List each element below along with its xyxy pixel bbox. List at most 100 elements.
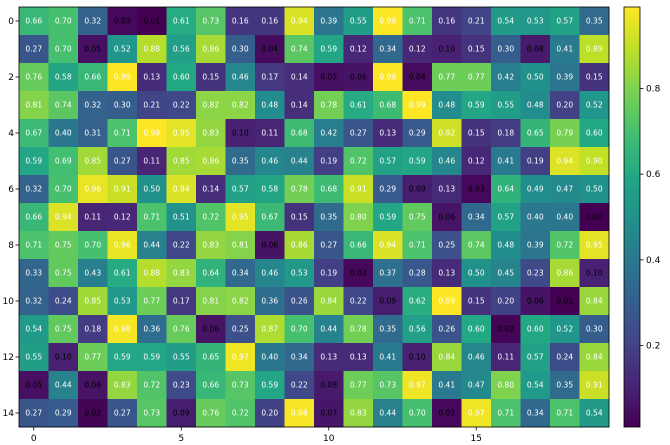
cell-value-label: 0.77 bbox=[143, 297, 160, 306]
cell-value-label: 0.15 bbox=[468, 297, 485, 306]
heatmap-cell bbox=[491, 399, 521, 428]
cell-value-label: 0.16 bbox=[261, 17, 278, 26]
cell-value-label: 0.06 bbox=[261, 241, 278, 250]
heatmap-cell bbox=[255, 63, 285, 92]
heatmap-cell bbox=[579, 231, 610, 260]
cell-value-label: 0.23 bbox=[527, 269, 544, 278]
cell-value-label: 0.13 bbox=[350, 353, 367, 362]
cell-value-label: 0.20 bbox=[497, 297, 514, 306]
heatmap-cell bbox=[461, 259, 492, 288]
heatmap-cell bbox=[373, 399, 403, 428]
cell-value-label: 0.92 bbox=[438, 129, 455, 138]
cell-value-label: 0.04 bbox=[409, 73, 426, 82]
cell-value-label: 0.09 bbox=[379, 297, 396, 306]
heatmap-cell bbox=[284, 35, 315, 64]
cell-value-label: 0.75 bbox=[55, 325, 72, 334]
heatmap-cell bbox=[520, 287, 551, 316]
cell-value-label: 0.53 bbox=[114, 297, 131, 306]
cell-value-label: 0.26 bbox=[438, 325, 455, 334]
cell-value-label: 0.85 bbox=[173, 157, 190, 166]
heatmap-cell bbox=[491, 203, 521, 232]
cell-value-label: 0.97 bbox=[468, 409, 485, 418]
cell-value-label: 0.08 bbox=[320, 381, 337, 390]
heatmap-cell bbox=[373, 203, 403, 232]
heatmap-cell bbox=[225, 287, 256, 316]
heatmap-cell bbox=[343, 147, 374, 176]
heatmap-cell bbox=[107, 371, 138, 400]
y-tick-label: 12 bbox=[3, 353, 14, 363]
cell-value-label: 0.11 bbox=[261, 129, 278, 138]
cell-value-label: 0.10 bbox=[438, 45, 455, 54]
heatmap-cell bbox=[255, 399, 285, 428]
cell-value-label: 0.03 bbox=[438, 409, 455, 418]
heatmap-cell bbox=[78, 343, 108, 372]
heatmap-cell bbox=[255, 147, 285, 176]
cell-value-label: 0.59 bbox=[320, 45, 337, 54]
cell-value-label: 0.15 bbox=[202, 73, 219, 82]
heatmap-axes: 0 5 10 15 0 2 4 6 8 10 12 14 bbox=[3, 6, 610, 444]
cell-value-label: 0.05 bbox=[25, 381, 42, 390]
y-tick-label: 6 bbox=[8, 185, 14, 195]
cell-value-label: 0.97 bbox=[232, 353, 249, 362]
cell-value-label: 0.96 bbox=[114, 241, 131, 250]
heatmap-cell bbox=[579, 371, 610, 400]
heatmap-cell bbox=[196, 343, 226, 372]
cell-value-label: 0.03 bbox=[114, 17, 131, 26]
cell-value-label: 0.55 bbox=[25, 353, 42, 362]
cell-value-label: 0.67 bbox=[25, 129, 42, 138]
heatmap-cell bbox=[196, 63, 226, 92]
cell-value-label: 0.27 bbox=[25, 45, 42, 54]
heatmap-cell bbox=[48, 315, 79, 344]
cell-value-label: 0.94 bbox=[291, 17, 308, 26]
cell-value-label: 0.70 bbox=[291, 325, 308, 334]
cell-value-label: 0.49 bbox=[527, 185, 544, 194]
cell-value-label: 0.57 bbox=[232, 185, 249, 194]
heatmap-cell bbox=[373, 315, 403, 344]
heatmap-cell bbox=[402, 343, 433, 372]
cell-value-label: 0.15 bbox=[468, 129, 485, 138]
cell-value-label: 0.15 bbox=[586, 73, 603, 82]
heatmap-cell bbox=[137, 371, 167, 400]
cell-value-label: 0.71 bbox=[143, 213, 160, 222]
heatmap-cell bbox=[314, 175, 344, 204]
cell-value-label: 0.30 bbox=[114, 101, 131, 110]
cell-value-label: 0.60 bbox=[173, 73, 190, 82]
cell-value-label: 0.22 bbox=[350, 297, 367, 306]
cell-value-label: 0.24 bbox=[556, 353, 573, 362]
cell-value-label: 0.57 bbox=[379, 157, 396, 166]
cell-value-label: 0.13 bbox=[438, 185, 455, 194]
heatmap-cell bbox=[550, 399, 580, 428]
heatmap-cell bbox=[196, 91, 226, 120]
heatmap-cell bbox=[373, 231, 403, 260]
cell-value-label: 0.64 bbox=[497, 185, 514, 194]
cell-value-label: 0.29 bbox=[55, 409, 72, 418]
heatmap-cell bbox=[137, 287, 167, 316]
cell-value-label: 0.77 bbox=[84, 353, 101, 362]
cell-value-label: 0.68 bbox=[291, 129, 308, 138]
cell-value-label: 0.41 bbox=[556, 45, 573, 54]
heatmap-cell bbox=[520, 315, 551, 344]
heatmap-cell bbox=[461, 203, 492, 232]
cell-value-label: 0.77 bbox=[468, 73, 485, 82]
heatmap-cell bbox=[78, 399, 108, 428]
heatmap-cell bbox=[579, 287, 610, 316]
heatmap-cell bbox=[432, 119, 462, 148]
cell-value-label: 0.54 bbox=[497, 17, 514, 26]
heatmap-cell bbox=[284, 399, 315, 428]
cell-value-label: 0.73 bbox=[202, 17, 219, 26]
cell-value-label: 0.61 bbox=[173, 17, 190, 26]
heatmap-cell bbox=[137, 35, 167, 64]
heatmap-cell bbox=[196, 119, 226, 148]
heatmap-cell bbox=[373, 63, 403, 92]
cell-value-label: 0.59 bbox=[143, 353, 160, 362]
heatmap-cell bbox=[19, 203, 49, 232]
cell-value-label: 0.46 bbox=[261, 157, 278, 166]
cell-value-label: 0.70 bbox=[55, 185, 72, 194]
cell-value-label: 0.16 bbox=[438, 17, 455, 26]
cell-value-label: 0.40 bbox=[556, 213, 573, 222]
x-tick-label: 10 bbox=[323, 434, 335, 444]
heatmap-cell bbox=[78, 147, 108, 176]
heatmap-cell bbox=[284, 91, 315, 120]
heatmap-cell bbox=[19, 35, 49, 64]
heatmap-cell bbox=[137, 7, 167, 36]
